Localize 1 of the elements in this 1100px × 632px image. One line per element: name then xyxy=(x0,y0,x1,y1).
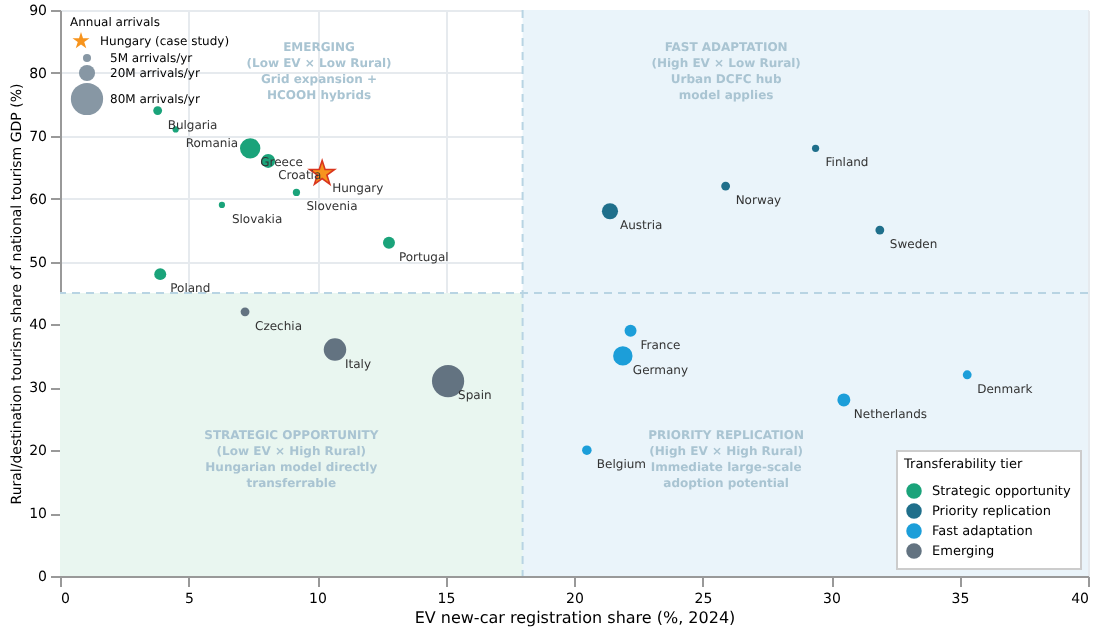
x-axis-title: EV new-car registration share (%, 2024) xyxy=(414,609,736,627)
